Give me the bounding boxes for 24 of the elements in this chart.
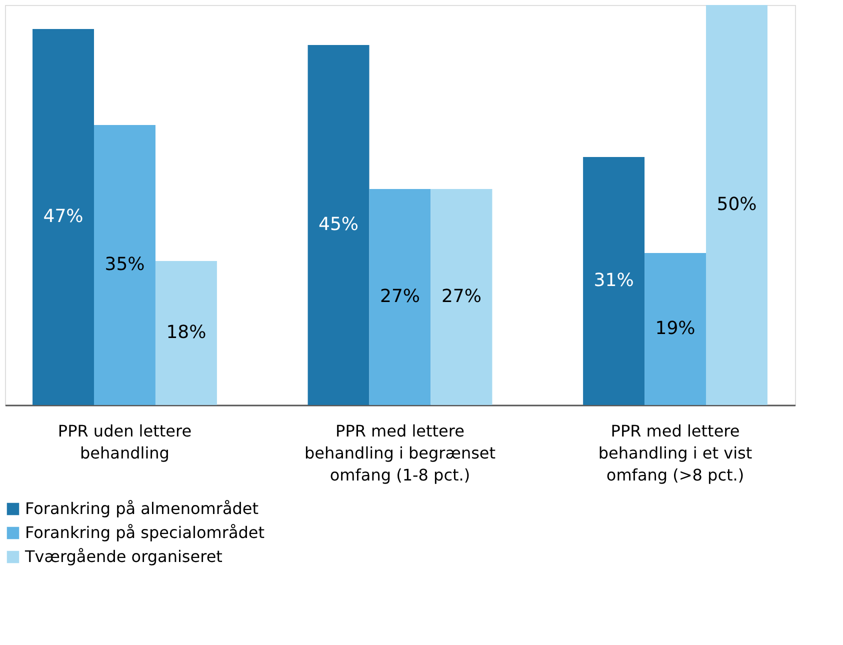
bar bbox=[308, 45, 370, 405]
legend-label: Forankring på specialområdet bbox=[25, 523, 265, 542]
data-label: 31% bbox=[594, 270, 634, 291]
legend-label: Tværgående organiseret bbox=[24, 547, 222, 566]
bar bbox=[583, 157, 645, 405]
x-tick-label: PPR uden lettere behandling bbox=[58, 422, 192, 462]
bar bbox=[369, 189, 431, 405]
data-label: 27% bbox=[380, 286, 420, 307]
bar bbox=[94, 125, 156, 405]
bar bbox=[706, 5, 768, 405]
x-tick-label: PPR med lettere behandling i begrænset omfang (1-8 pct.) bbox=[304, 422, 496, 484]
bar bbox=[155, 261, 217, 405]
data-label: 50% bbox=[716, 194, 757, 215]
data-label: 35% bbox=[104, 254, 145, 275]
data-label: 19% bbox=[655, 318, 696, 339]
data-label: 27% bbox=[441, 286, 482, 307]
bar bbox=[644, 253, 706, 405]
bar bbox=[430, 189, 492, 405]
data-label: 45% bbox=[318, 214, 359, 235]
x-tick-label: PPR med lettere behandling i et vist omfang (>8 pct.) bbox=[598, 422, 752, 484]
data-label: 18% bbox=[166, 322, 206, 343]
legend-label: Forankring på almenområdet bbox=[25, 499, 259, 518]
data-label: 47% bbox=[43, 206, 84, 227]
bar bbox=[32, 29, 94, 405]
